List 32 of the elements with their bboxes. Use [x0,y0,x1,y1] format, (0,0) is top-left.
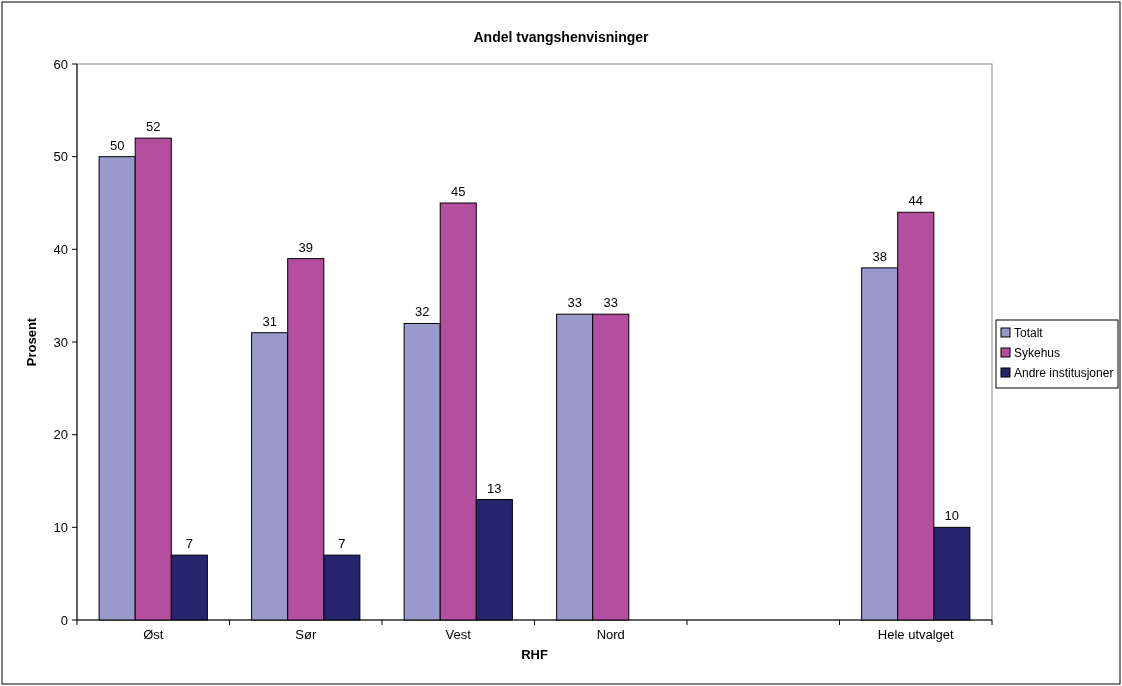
x-tick-label: Sør [295,627,317,642]
data-label: 33 [603,295,618,311]
data-label: 31 [262,313,277,329]
chart-title: Andel tvangshenvisninger [473,29,650,45]
x-tick-label: Vest [445,627,472,642]
y-tick-label: 0 [60,612,68,628]
data-label: 52 [146,119,161,135]
data-label: 13 [487,480,502,496]
data-label: 44 [908,193,923,209]
y-tick-label: 10 [53,519,68,535]
data-label: 39 [298,239,313,255]
data-label: 50 [109,137,125,153]
x-axis-title: RHF [521,647,548,662]
y-tick-label: 40 [53,241,68,257]
data-label: 38 [872,248,887,264]
data-label: 7 [338,536,346,552]
data-label: 7 [185,536,193,552]
data-label: 45 [451,184,466,199]
y-axis-title: Prosent [24,317,39,367]
y-tick-label: 20 [53,427,68,443]
legend-label: Andre institusjoner [1014,366,1114,381]
y-tick-label: 60 [53,56,68,72]
data-label: 10 [944,508,960,524]
x-tick-label: Øst [143,627,164,642]
x-tick-label: Hele utvalget [877,627,955,642]
data-label: 33 [567,295,582,311]
y-tick-label: 30 [53,334,68,350]
x-tick-label: Nord [596,627,625,642]
data-label: 32 [414,304,430,320]
y-tick-label: 50 [53,149,68,165]
legend-label: Totalt [1014,326,1044,341]
legend-label: Sykehus [1014,346,1061,361]
